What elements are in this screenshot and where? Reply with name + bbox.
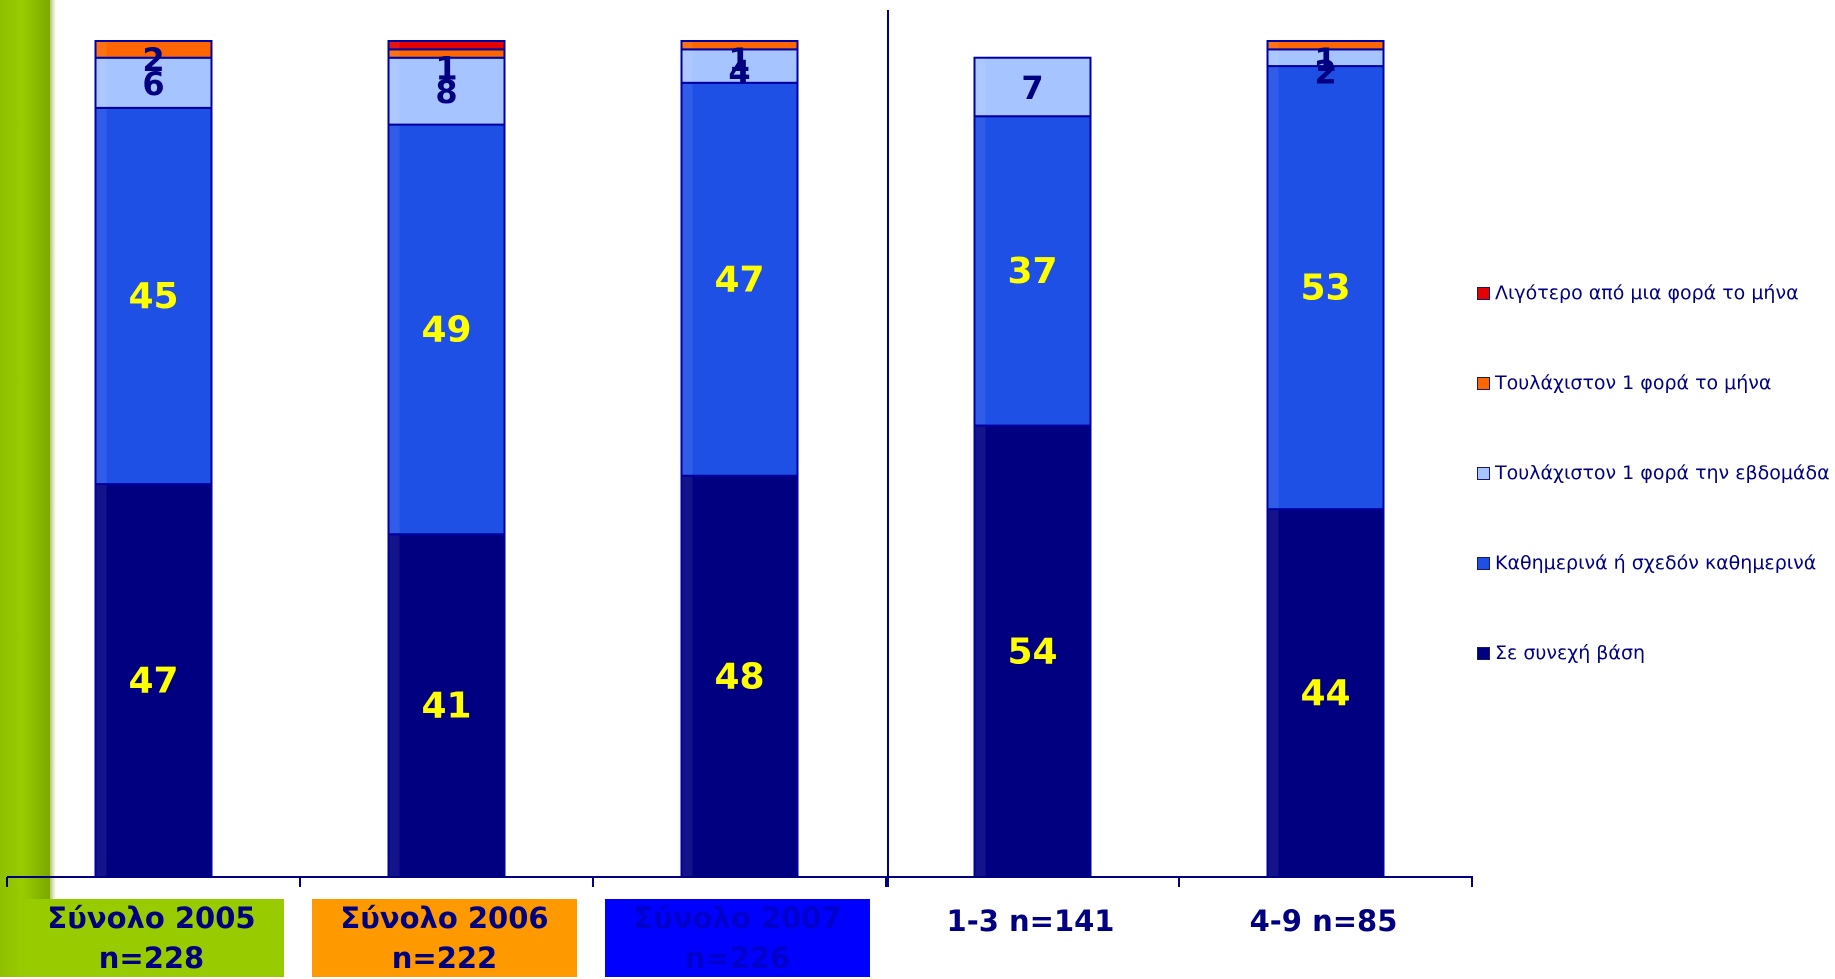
legend-swatch [1477,647,1490,660]
bar-segment-highlight [389,58,400,124]
legend-item: Καθημερινά ή σχεδόν καθημερινά [1477,552,1835,576]
data-label: 6 [142,65,164,103]
category-label: Σύνολο 2006 n=222 [312,899,577,977]
bar-segment [94,483,213,878]
legend-item: Σε συνεχή βάση [1477,642,1835,666]
data-label: 54 [1007,631,1057,672]
bar-segment-highlight [682,50,693,82]
data-label: 45 [128,276,178,317]
bar-segment-highlight [682,83,693,475]
data-label: 47 [128,661,178,702]
bar-segment [387,40,506,51]
bar-segment [680,81,799,477]
legend-item: Τουλάχιστον 1 φορά την εβδομάδα [1477,462,1835,486]
data-label: 4 [728,53,750,91]
data-label: 37 [1007,251,1057,292]
stripe-shadow [50,0,56,977]
bar-segment [387,56,506,126]
bar-segment-highlight [389,535,400,876]
bar-segment-highlight [1268,42,1279,49]
category-label-line2: n=226 [684,941,791,975]
bar-segment-highlight [1268,67,1279,509]
bar-segment [680,40,799,51]
bar-segment [387,533,506,878]
data-label: 44 [1300,673,1350,714]
category-label-line2: n=222 [391,941,498,975]
bar-segment-highlight [975,58,986,116]
bar-segment-highlight [96,58,107,107]
data-label: 47 [714,259,764,300]
decorative-green-stripe [0,0,50,977]
bar-segment-highlight [96,485,107,876]
legend-swatch [1477,467,1490,480]
data-label: 49 [421,309,471,350]
data-label: 53 [1300,268,1350,309]
legend-item: Λιγότερο από μια φορά το μήνα [1477,282,1835,306]
bar-segment-highlight [96,42,107,57]
category-label: 4-9 n=85 [1191,899,1456,979]
bar-segment-highlight [389,50,400,57]
bar-segment-highlight [96,108,107,484]
bar-segment-highlight [682,42,693,49]
bar-segment [973,424,1092,878]
legend-swatch [1477,557,1490,570]
data-label: 7 [1021,69,1043,107]
category-label-line1: Σύνολο 2007 [633,901,842,935]
bar-segment [1266,40,1385,51]
bar-segment-highlight [975,426,986,876]
data-label: 1 [1314,41,1336,79]
bar-segment-highlight [1268,50,1279,66]
data-label: 8 [435,73,457,111]
legend-item: Τουλάχιστον 1 φορά το μήνα [1477,372,1835,396]
data-label: 2 [1314,53,1336,91]
bar-segment [94,40,213,59]
bar-segment-highlight [389,125,400,534]
category-label: Σύνολο 2007 n=226 [605,899,870,977]
category-label: Σύνολο 2005 n=228 [19,899,284,977]
bar-segment [680,48,799,84]
bar-segment [680,474,799,878]
legend-swatch [1477,377,1490,390]
bar-segment-highlight [682,476,693,876]
chart-legend: Λιγότερο από μια φορά το μήνα Τουλάχιστον… [1477,282,1835,732]
bar-segment [1266,508,1385,878]
data-label: 48 [714,656,764,697]
bar-segment [1266,65,1385,511]
legend-label: Λιγότερο από μια φορά το μήνα [1495,282,1799,304]
category-label-line1: 4-9 n=85 [1249,904,1398,938]
legend-label: Τουλάχιστον 1 φορά την εβδομάδα [1495,462,1830,484]
data-label: 1 [435,49,457,87]
category-label-line1: Σύνολο 2005 [47,901,256,935]
category-label-line2: n=228 [98,941,205,975]
legend-label: Τουλάχιστον 1 φορά το μήνα [1495,372,1772,394]
bar-segment [973,56,1092,118]
bar-segment-highlight [389,42,400,49]
legend-label: Σε συνεχή βάση [1495,642,1646,664]
bar-segment [94,106,213,486]
data-label: 2 [142,41,164,79]
category-label-line1: Σύνολο 2006 [340,901,549,935]
category-label-line1: 1-3 n=141 [946,904,1115,938]
bar-segment [387,123,506,536]
category-label: 1-3 n=141 [898,899,1163,979]
bar-segment [973,115,1092,427]
bar-segment-highlight [975,117,986,425]
data-label: 41 [421,686,471,727]
legend-swatch [1477,287,1490,300]
bar-segment-highlight [1268,510,1279,876]
legend-label: Καθημερινά ή σχεδόν καθημερινά [1495,552,1817,574]
data-label: 1 [728,41,750,79]
